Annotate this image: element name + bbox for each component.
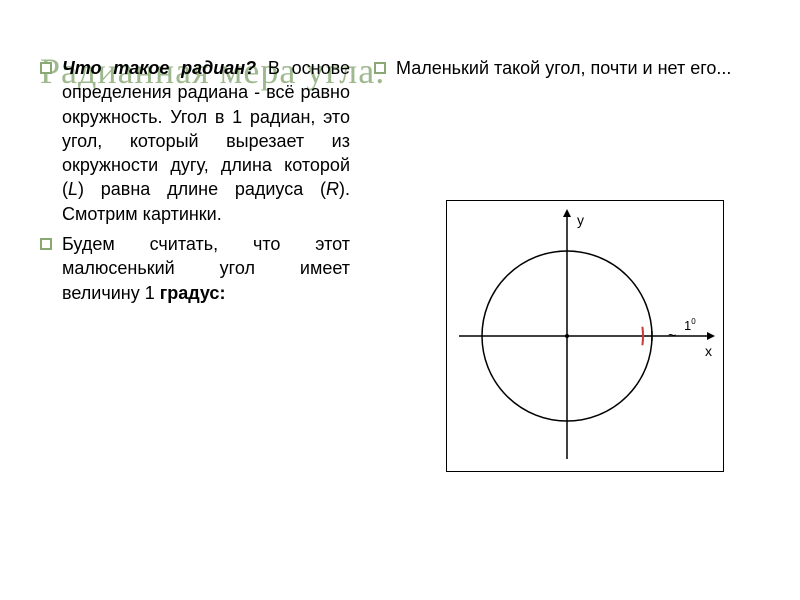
- right-bullet-list: Маленький такой угол, почти и нет его...: [374, 56, 760, 80]
- svg-text:x: x: [705, 343, 712, 359]
- column-left: Что такое радиан? В основе определения р…: [40, 56, 350, 311]
- svg-text:10: 10: [684, 317, 696, 333]
- bullet-icon: [40, 238, 52, 250]
- left-bullet-list: Что такое радиан? В основе определения р…: [40, 56, 350, 305]
- bullet-text: Что такое радиан? В основе определения р…: [62, 56, 350, 226]
- bullet-text: Маленький такой угол, почти и нет его...: [396, 56, 731, 80]
- svg-text:~: ~: [668, 327, 676, 343]
- bullet-text: Будем считать, что этот малюсенький угол…: [62, 232, 350, 305]
- slide: Радианная мера угла. Что такое радиан? В…: [0, 0, 800, 600]
- content-columns: Что такое радиан? В основе определения р…: [40, 56, 760, 311]
- bullet-item: Маленький такой угол, почти и нет его...: [374, 56, 760, 80]
- bullet-icon: [374, 62, 386, 74]
- column-right: Маленький такой угол, почти и нет его...: [374, 56, 760, 311]
- bullet-item: Что такое радиан? В основе определения р…: [40, 56, 350, 226]
- bullet-item: Будем считать, что этот малюсенький угол…: [40, 232, 350, 305]
- bullet-icon: [40, 62, 52, 74]
